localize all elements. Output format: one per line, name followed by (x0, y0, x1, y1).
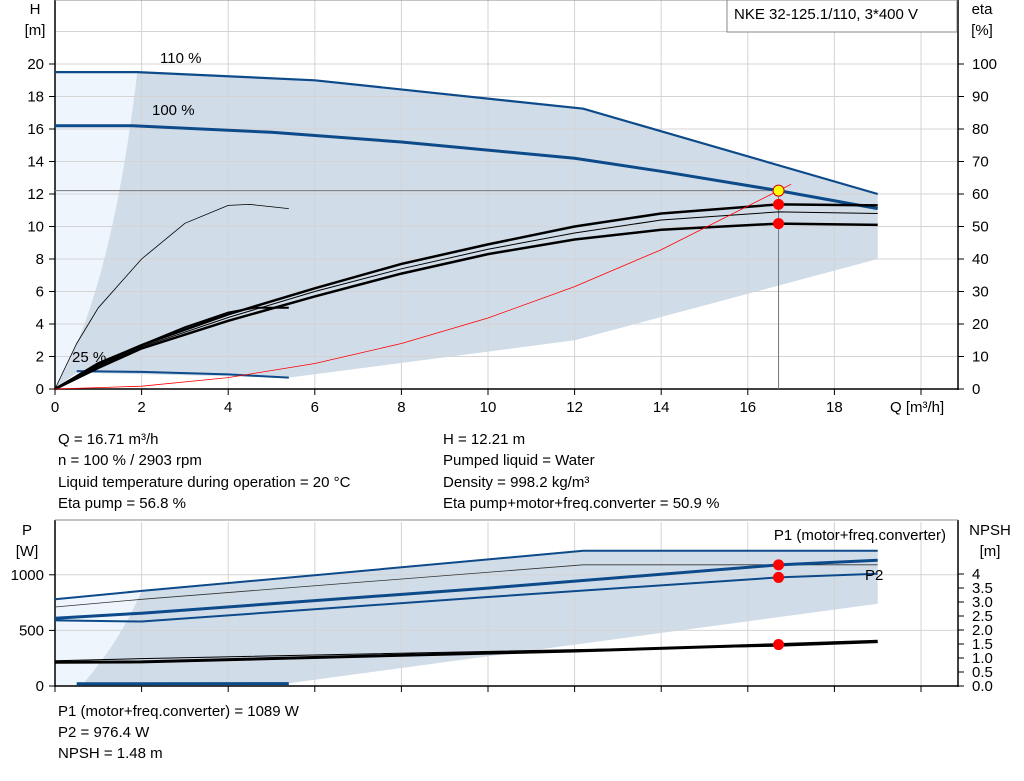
y-tick-label: 18 (27, 89, 44, 106)
y2-tick-label: 30 (972, 284, 989, 301)
x-tick-label: 0 (51, 399, 59, 416)
y-tick-label: 2 (36, 349, 44, 366)
npsh-tick-label: 4 (972, 566, 980, 583)
npsh-axis-label: NPSH (969, 522, 1011, 539)
info-h: H = 12.21 m (443, 431, 526, 448)
y-tick-label: 16 (27, 121, 44, 138)
p1-legend-label: P1 (motor+freq.converter) (774, 527, 946, 544)
x-tick-label: 16 (739, 399, 756, 416)
curve-label-110: 110 % (160, 50, 201, 67)
npsh-tick-label: 3.5 (972, 580, 993, 597)
chart-title: NKE 32-125.1/110, 3*400 V (734, 6, 918, 23)
p-axis-label: P (22, 522, 32, 539)
eta-thin-curve (54, 203, 289, 390)
x-tick-label: 12 (566, 399, 583, 416)
x-tick-label: 14 (653, 399, 670, 416)
info-p1: P1 (motor+freq.converter) = 1089 W (58, 703, 299, 720)
npsh-tick-label: 2.5 (972, 608, 993, 625)
y-tick-label: 4 (36, 316, 44, 333)
x-tick-label: 4 (224, 399, 232, 416)
x-tick-label: 8 (397, 399, 405, 416)
light-operating-area (55, 72, 138, 389)
duty-point (773, 198, 785, 210)
y-axis-label: H (30, 1, 41, 18)
y2-tick-label: 60 (972, 186, 989, 203)
y2-axis-label: eta (972, 1, 994, 18)
p-tick-label: 0 (36, 678, 44, 695)
curve-110-percent (55, 71, 879, 196)
y2-tick-label: 100 (972, 56, 997, 73)
y2-tick-label: 20 (972, 316, 989, 333)
p1-110-curve (54, 549, 878, 601)
info-temperature: Liquid temperature during operation = 20… (58, 474, 351, 491)
npsh-axis-unit: [m] (980, 543, 1001, 560)
y2-tick-label: 90 (972, 89, 989, 106)
npsh-thin-curve (54, 642, 878, 662)
y-tick-label: 12 (27, 186, 44, 203)
y2-tick-label: 40 (972, 251, 989, 268)
info-liquid: Pumped liquid = Water (443, 452, 595, 469)
power-operating-area (80, 550, 878, 686)
info-eta-pump: Eta pump = 56.8 % (58, 495, 186, 512)
y-tick-label: 0 (36, 381, 44, 398)
y-tick-label: 14 (27, 154, 44, 171)
x-tick-label: 10 (480, 399, 497, 416)
duty-point (773, 559, 785, 571)
y2-axis-unit: [%] (971, 22, 993, 39)
y-axis-unit: [m] (25, 22, 46, 39)
y-tick-label: 20 (27, 56, 44, 73)
x-tick-label: 2 (137, 399, 145, 416)
p-tick-label: 500 (19, 622, 44, 639)
info-q: Q = 16.71 m³/h (58, 431, 159, 448)
curve-label-100: 100 % (152, 102, 195, 119)
npsh-tick-label: 0.0 (972, 678, 993, 695)
npsh-tick-label: 1.5 (972, 636, 993, 653)
info-npsh: NPSH = 1.48 m (58, 745, 163, 762)
x-tick-label: 18 (826, 399, 843, 416)
eta-total-curve (54, 222, 878, 391)
y-tick-label: 6 (36, 284, 44, 301)
info-density: Density = 998.2 kg/m³ (443, 474, 590, 491)
info-eta-total: Eta pump+motor+freq.converter = 50.9 % (443, 495, 720, 512)
npsh-tick-label: 1.0 (972, 650, 993, 667)
y2-tick-label: 0 (972, 381, 980, 398)
eta-curve (54, 211, 878, 390)
p2-110-curve (54, 564, 878, 608)
y-tick-label: 10 (27, 219, 44, 236)
npsh-tick-label: 3.0 (972, 594, 993, 611)
duty-point (773, 571, 785, 583)
p-axis-unit: [W] (16, 543, 39, 560)
x-axis-label: Q [m³/h] (890, 399, 944, 416)
y2-tick-label: 10 (972, 349, 989, 366)
system-curve (54, 183, 792, 390)
duty-point (772, 184, 785, 197)
info-p2: P2 = 976.4 W (58, 724, 150, 741)
eta-25-percent-curve (54, 306, 289, 390)
curve-label-25: 25 % (72, 349, 106, 366)
x-tick-label: 6 (311, 399, 319, 416)
y2-tick-label: 80 (972, 121, 989, 138)
p2-legend-label: P2 (865, 567, 883, 584)
curve-25-percent (76, 370, 289, 379)
p1-curve (54, 558, 878, 620)
duty-point (773, 639, 785, 651)
title-box (726, 0, 958, 33)
y2-tick-label: 70 (972, 154, 989, 171)
y-tick-label: 8 (36, 251, 44, 268)
operating-area (55, 72, 878, 389)
p-tick-label: 1000 (11, 567, 44, 584)
curve-100-percent (55, 124, 878, 211)
p2-curve (54, 572, 878, 623)
npsh-tick-label: 2.0 (972, 622, 993, 639)
npsh-tick-label: 0.5 (972, 664, 993, 681)
duty-point (773, 218, 785, 230)
info-speed: n = 100 % / 2903 rpm (58, 452, 202, 469)
npsh-curve (54, 639, 878, 664)
y2-tick-label: 50 (972, 219, 989, 236)
